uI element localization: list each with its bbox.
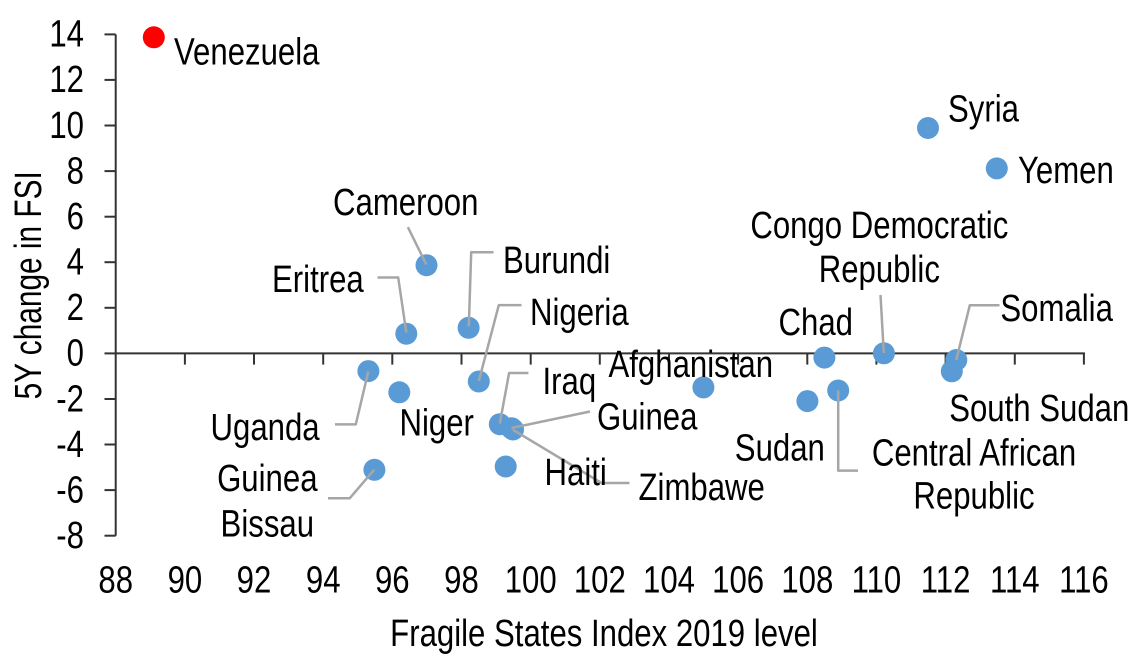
svg-text:108: 108 xyxy=(781,560,833,602)
svg-text:Sudan: Sudan xyxy=(735,428,825,470)
svg-text:5Y change in FSI: 5Y change in FSI xyxy=(8,171,50,399)
svg-text:92: 92 xyxy=(237,560,272,602)
svg-text:-8: -8 xyxy=(56,515,84,557)
svg-text:Republic: Republic xyxy=(913,475,1034,517)
svg-text:Nigeria: Nigeria xyxy=(530,292,629,334)
svg-text:4: 4 xyxy=(67,242,84,284)
svg-text:114: 114 xyxy=(990,560,1040,602)
svg-text:106: 106 xyxy=(712,560,764,602)
svg-text:Fragile States Index 2019 leve: Fragile States Index 2019 level xyxy=(390,613,818,655)
svg-text:94: 94 xyxy=(306,560,341,602)
svg-text:104: 104 xyxy=(643,560,695,602)
svg-text:8: 8 xyxy=(67,151,84,193)
svg-text:12: 12 xyxy=(49,59,84,101)
svg-text:Central African: Central African xyxy=(872,432,1076,474)
svg-text:Syria: Syria xyxy=(948,89,1020,131)
svg-text:6: 6 xyxy=(67,196,84,238)
svg-text:Republic: Republic xyxy=(819,249,940,291)
svg-text:Guinea: Guinea xyxy=(217,458,318,500)
svg-text:Chad: Chad xyxy=(779,302,853,344)
svg-text:0: 0 xyxy=(67,333,84,375)
svg-text:-4: -4 xyxy=(56,424,84,466)
svg-text:90: 90 xyxy=(168,560,203,602)
svg-text:Congo Democratic: Congo Democratic xyxy=(750,205,1008,247)
svg-text:Somalia: Somalia xyxy=(1000,288,1113,330)
svg-text:112: 112 xyxy=(921,560,971,602)
svg-text:Burundi: Burundi xyxy=(503,240,610,282)
svg-text:102: 102 xyxy=(574,560,626,602)
svg-text:South Sudan: South Sudan xyxy=(949,388,1129,430)
svg-text:14: 14 xyxy=(49,14,84,56)
svg-text:Eritrea: Eritrea xyxy=(272,259,364,301)
svg-text:Guinea: Guinea xyxy=(597,397,698,439)
svg-text:Cameroon: Cameroon xyxy=(333,182,478,224)
svg-text:96: 96 xyxy=(375,560,410,602)
svg-text:10: 10 xyxy=(49,105,84,147)
svg-text:2: 2 xyxy=(67,287,84,329)
svg-text:-2: -2 xyxy=(56,378,84,420)
svg-text:98: 98 xyxy=(444,560,479,602)
svg-text:Niger: Niger xyxy=(400,403,474,445)
svg-text:88: 88 xyxy=(98,560,133,602)
svg-text:Zimbawe: Zimbawe xyxy=(639,467,765,509)
svg-text:Yemen: Yemen xyxy=(1018,150,1114,192)
svg-text:100: 100 xyxy=(505,560,557,602)
svg-text:Iraq: Iraq xyxy=(543,361,597,403)
svg-text:110: 110 xyxy=(852,560,902,602)
svg-text:-6: -6 xyxy=(56,470,84,512)
svg-text:Afghanistan: Afghanistan xyxy=(609,344,774,386)
svg-text:Haiti: Haiti xyxy=(545,452,607,494)
svg-text:Bissau: Bissau xyxy=(221,504,314,546)
svg-text:116: 116 xyxy=(1059,560,1109,602)
svg-text:Venezuela: Venezuela xyxy=(174,32,320,74)
svg-text:Uganda: Uganda xyxy=(211,407,321,449)
